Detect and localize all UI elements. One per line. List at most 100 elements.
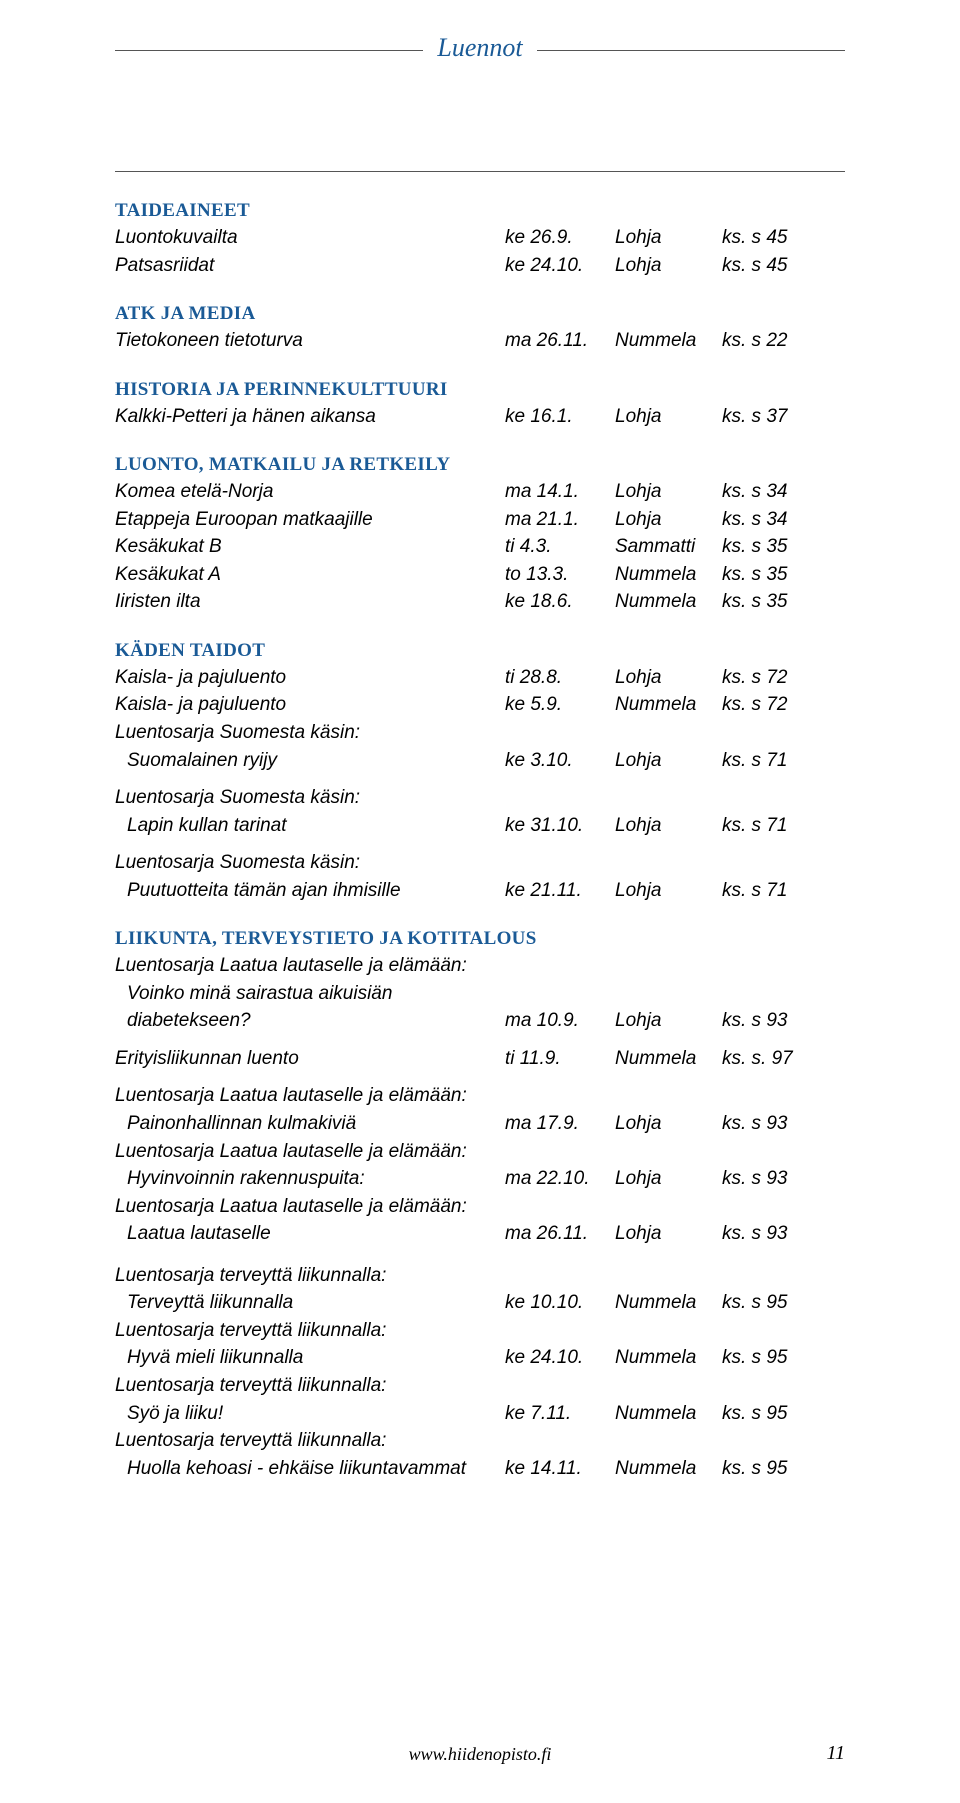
category-heading: HISTORIA JA PERINNEKULTTUURI: [115, 379, 845, 401]
series-intro: Luentosarja terveyttä liikunnalla:: [115, 1317, 845, 1345]
entry-title: Syö ja liiku!: [115, 1400, 505, 1428]
entry-place: Nummela: [615, 1400, 722, 1428]
entry-row: Kesäkukat A to 13.3. Nummela ks. s 35: [115, 561, 845, 589]
series-intro: Luentosarja Laatua lautaselle ja elämään…: [115, 1193, 845, 1221]
entry-page: ks. s 37: [722, 403, 845, 431]
entry-date: ti 28.8.: [505, 664, 615, 692]
entry-row: Hyvinvoinnin rakennuspuita: ma 22.10. Lo…: [115, 1165, 845, 1193]
entry-row: Suomalainen ryijy ke 3.10. Lohja ks. s 7…: [115, 747, 845, 775]
entry-place: Lohja: [615, 478, 722, 506]
series-intro: Luentosarja Laatua lautaselle ja elämään…: [115, 952, 845, 980]
entry-row: Kalkki-Petteri ja hänen aikansa ke 16.1.…: [115, 403, 845, 431]
category-heading: LIIKUNTA, TERVEYSTIETO JA KOTITALOUS: [115, 928, 845, 950]
series-sub: Voinko minä sairastua aikuisiän: [115, 980, 845, 1008]
entry-place: Lohja: [615, 1220, 722, 1248]
entry-row: Komea etelä-Norja ma 14.1. Lohja ks. s 3…: [115, 478, 845, 506]
entry-row: Painonhallinnan kulmakiviä ma 17.9. Lohj…: [115, 1110, 845, 1138]
entry-page: ks. s 45: [722, 252, 845, 280]
entry-page: ks. s 95: [722, 1400, 845, 1428]
entry-place: Nummela: [615, 327, 722, 355]
entry-date: ke 10.10.: [505, 1289, 615, 1317]
entry-page: ks. s. 97: [722, 1045, 845, 1073]
entry-row: Luontokuvailta ke 26.9. Lohja ks. s 45: [115, 224, 845, 252]
entry-row: Syö ja liiku! ke 7.11. Nummela ks. s 95: [115, 1400, 845, 1428]
entry-date: ti 4.3.: [505, 533, 615, 561]
entry-date: ma 17.9.: [505, 1110, 615, 1138]
entry-place: Lohja: [615, 506, 722, 534]
entry-place: Nummela: [615, 1455, 722, 1483]
entry-page: ks. s 35: [722, 561, 845, 589]
entry-title: Laatua lautaselle: [115, 1220, 505, 1248]
entry-title: Hyvinvoinnin rakennuspuita:: [115, 1165, 505, 1193]
footer: www.hiidenopisto.fi: [0, 1744, 960, 1765]
entry-title: Komea etelä-Norja: [115, 478, 505, 506]
entry-title: Hyvä mieli liikunnalla: [115, 1344, 505, 1372]
entry-row: Iiristen ilta ke 18.6. Nummela ks. s 35: [115, 588, 845, 616]
entry-date: ke 18.6.: [505, 588, 615, 616]
entry-date: ke 21.11.: [505, 877, 615, 905]
entry-date: ke 5.9.: [505, 691, 615, 719]
entry-page: ks. s 95: [722, 1344, 845, 1372]
entry-place: Lohja: [615, 664, 722, 692]
entry-place: Nummela: [615, 1045, 722, 1073]
entry-title: Kalkki-Petteri ja hänen aikansa: [115, 403, 505, 431]
entry-place: Lohja: [615, 1110, 722, 1138]
entry-row: Huolla kehoasi - ehkäise liikuntavammat …: [115, 1455, 845, 1483]
entry-date: ke 31.10.: [505, 812, 615, 840]
category-heading: TAIDEAINEET: [115, 200, 845, 222]
entry-title: Kaisla- ja pajuluento: [115, 691, 505, 719]
entry-title: Kaisla- ja pajuluento: [115, 664, 505, 692]
entry-page: ks. s 72: [722, 691, 845, 719]
entry-date: ke 24.10.: [505, 1344, 615, 1372]
content-rule: [115, 171, 845, 172]
category-heading: LUONTO, MATKAILU JA RETKEILY: [115, 454, 845, 476]
entry-place: Lohja: [615, 1007, 722, 1035]
entry-date: ke 14.11.: [505, 1455, 615, 1483]
entry-place: Lohja: [615, 812, 722, 840]
entry-row: Kaisla- ja pajuluento ti 28.8. Lohja ks.…: [115, 664, 845, 692]
entry-page: ks. s 93: [722, 1165, 845, 1193]
series-intro: Luentosarja terveyttä liikunnalla:: [115, 1372, 845, 1400]
entry-row: Erityisliikunnan luento ti 11.9. Nummela…: [115, 1045, 845, 1073]
footer-url: www.hiidenopisto.fi: [409, 1744, 552, 1764]
entry-place: Lohja: [615, 877, 722, 905]
category-heading: ATK JA MEDIA: [115, 303, 845, 325]
entry-date: ma 26.11.: [505, 327, 615, 355]
entry-place: Lohja: [615, 403, 722, 431]
entry-date: ke 24.10.: [505, 252, 615, 280]
entry-place: Sammatti: [615, 533, 722, 561]
entry-page: ks. s 95: [722, 1289, 845, 1317]
entry-page: ks. s 93: [722, 1220, 845, 1248]
entry-place: Nummela: [615, 691, 722, 719]
entry-row: Tietokoneen tietoturva ma 26.11. Nummela…: [115, 327, 845, 355]
page-header: Luennot: [115, 50, 845, 81]
page-number: 11: [826, 1742, 845, 1765]
entry-date: ma 14.1.: [505, 478, 615, 506]
entry-page: ks. s 22: [722, 327, 845, 355]
entry-date: ma 26.11.: [505, 1220, 615, 1248]
series-intro: Luentosarja Suomesta käsin:: [115, 849, 845, 877]
entry-title: Iiristen ilta: [115, 588, 505, 616]
series-intro: Luentosarja Suomesta käsin:: [115, 784, 845, 812]
entry-title: Suomalainen ryijy: [115, 747, 505, 775]
series-intro: Luentosarja Suomesta käsin:: [115, 719, 845, 747]
entry-page: ks. s 35: [722, 533, 845, 561]
entry-place: Nummela: [615, 561, 722, 589]
entry-date: ma 10.9.: [505, 1007, 615, 1035]
entry-date: ke 26.9.: [505, 224, 615, 252]
section-title: Luennot: [423, 33, 536, 63]
entry-title: Etappeja Euroopan matkaajille: [115, 506, 505, 534]
entry-title: Tietokoneen tietoturva: [115, 327, 505, 355]
entry-place: Nummela: [615, 1344, 722, 1372]
entry-page: ks. s 35: [722, 588, 845, 616]
entry-title: Huolla kehoasi - ehkäise liikuntavammat: [115, 1455, 505, 1483]
entry-row: Kaisla- ja pajuluento ke 5.9. Nummela ks…: [115, 691, 845, 719]
content-area: TAIDEAINEET Luontokuvailta ke 26.9. Lohj…: [115, 200, 845, 1482]
series-intro: Luentosarja terveyttä liikunnalla:: [115, 1262, 845, 1290]
entry-place: Lohja: [615, 252, 722, 280]
category-heading: KÄDEN TAIDOT: [115, 640, 845, 662]
entry-title: diabetekseen?: [115, 1007, 505, 1035]
entry-title: Erityisliikunnan luento: [115, 1045, 505, 1073]
entry-page: ks. s 71: [722, 877, 845, 905]
entry-page: ks. s 93: [722, 1007, 845, 1035]
